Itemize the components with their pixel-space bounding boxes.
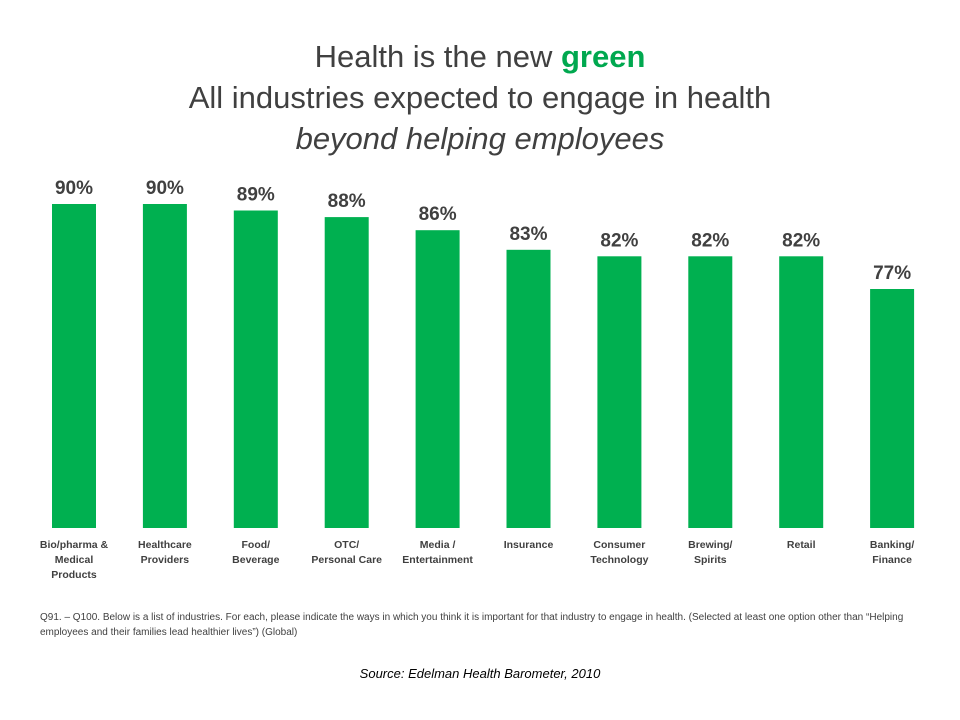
category-label-1-line-1: Providers [141, 554, 190, 566]
data-label-4: 86% [419, 204, 457, 225]
bar-3 [324, 217, 369, 528]
bar-1 [142, 204, 187, 528]
bar-0 [52, 204, 96, 528]
survey-question-note: Q91. – Q100. Below is a list of industri… [40, 612, 904, 638]
category-label-9-line-0: Banking/ [870, 539, 914, 551]
bar-4 [415, 230, 460, 528]
data-label-5: 83% [509, 224, 547, 245]
bar-5 [506, 249, 551, 529]
category-label-7-line-1: Spirits [694, 554, 727, 566]
title-prefix: Health is the new [314, 39, 561, 74]
category-label-3-line-1: Personal Care [311, 554, 382, 566]
category-label-0-line-0: Bio/pharma & [40, 539, 109, 551]
category-label-6-line-0: Consumer [593, 539, 645, 551]
category-label-4-line-1: Entertainment [402, 554, 473, 566]
category-label-6-line-1: Technology [590, 554, 648, 566]
data-label-8: 82% [782, 230, 820, 251]
title-highlight: green [561, 39, 646, 74]
title-line-1: Health is the new green [0, 36, 960, 77]
bar-8 [779, 256, 824, 528]
bar-9 [870, 289, 915, 528]
bar-6 [597, 256, 642, 528]
data-label-9: 77% [873, 263, 911, 284]
data-label-3: 88% [328, 191, 366, 212]
category-label-2-line-0: Food/ [242, 539, 271, 551]
category-label-5-line-0: Insurance [504, 539, 554, 551]
bar-chart: 90% Bio/pharma & Medical Products 90% Healthc… [40, 178, 915, 581]
category-label-7-line-0: Brewing/ [688, 539, 732, 551]
source-citation: Source: Edelman Health Barometer, 2010 [359, 666, 601, 681]
data-label-7: 82% [691, 230, 729, 251]
title-line-2: All industries expected to engage in hea… [188, 80, 772, 115]
category-label-1-line-0: Healthcare [138, 539, 192, 551]
category-label-8-line-0: Retail [787, 539, 816, 551]
bar-2 [233, 210, 278, 528]
data-label-6: 82% [600, 230, 638, 251]
data-label-1: 90% [146, 178, 184, 199]
category-label-2-line-1: Beverage [232, 554, 279, 566]
category-label-0-line-2: Products [51, 569, 97, 581]
category-label-3-line-0: OTC/ [334, 539, 359, 551]
category-label-0-line-1: Medical [55, 554, 94, 566]
title-line-3: beyond helping employees [295, 121, 665, 156]
category-label-9-line-1: Finance [872, 554, 912, 566]
bar-7 [688, 256, 733, 528]
data-label-2: 89% [237, 185, 275, 206]
chart-title: Health is the new green All industries e… [0, 36, 960, 159]
category-label-4-line-0: Media / [420, 539, 456, 551]
data-label-0: 90% [55, 178, 93, 199]
